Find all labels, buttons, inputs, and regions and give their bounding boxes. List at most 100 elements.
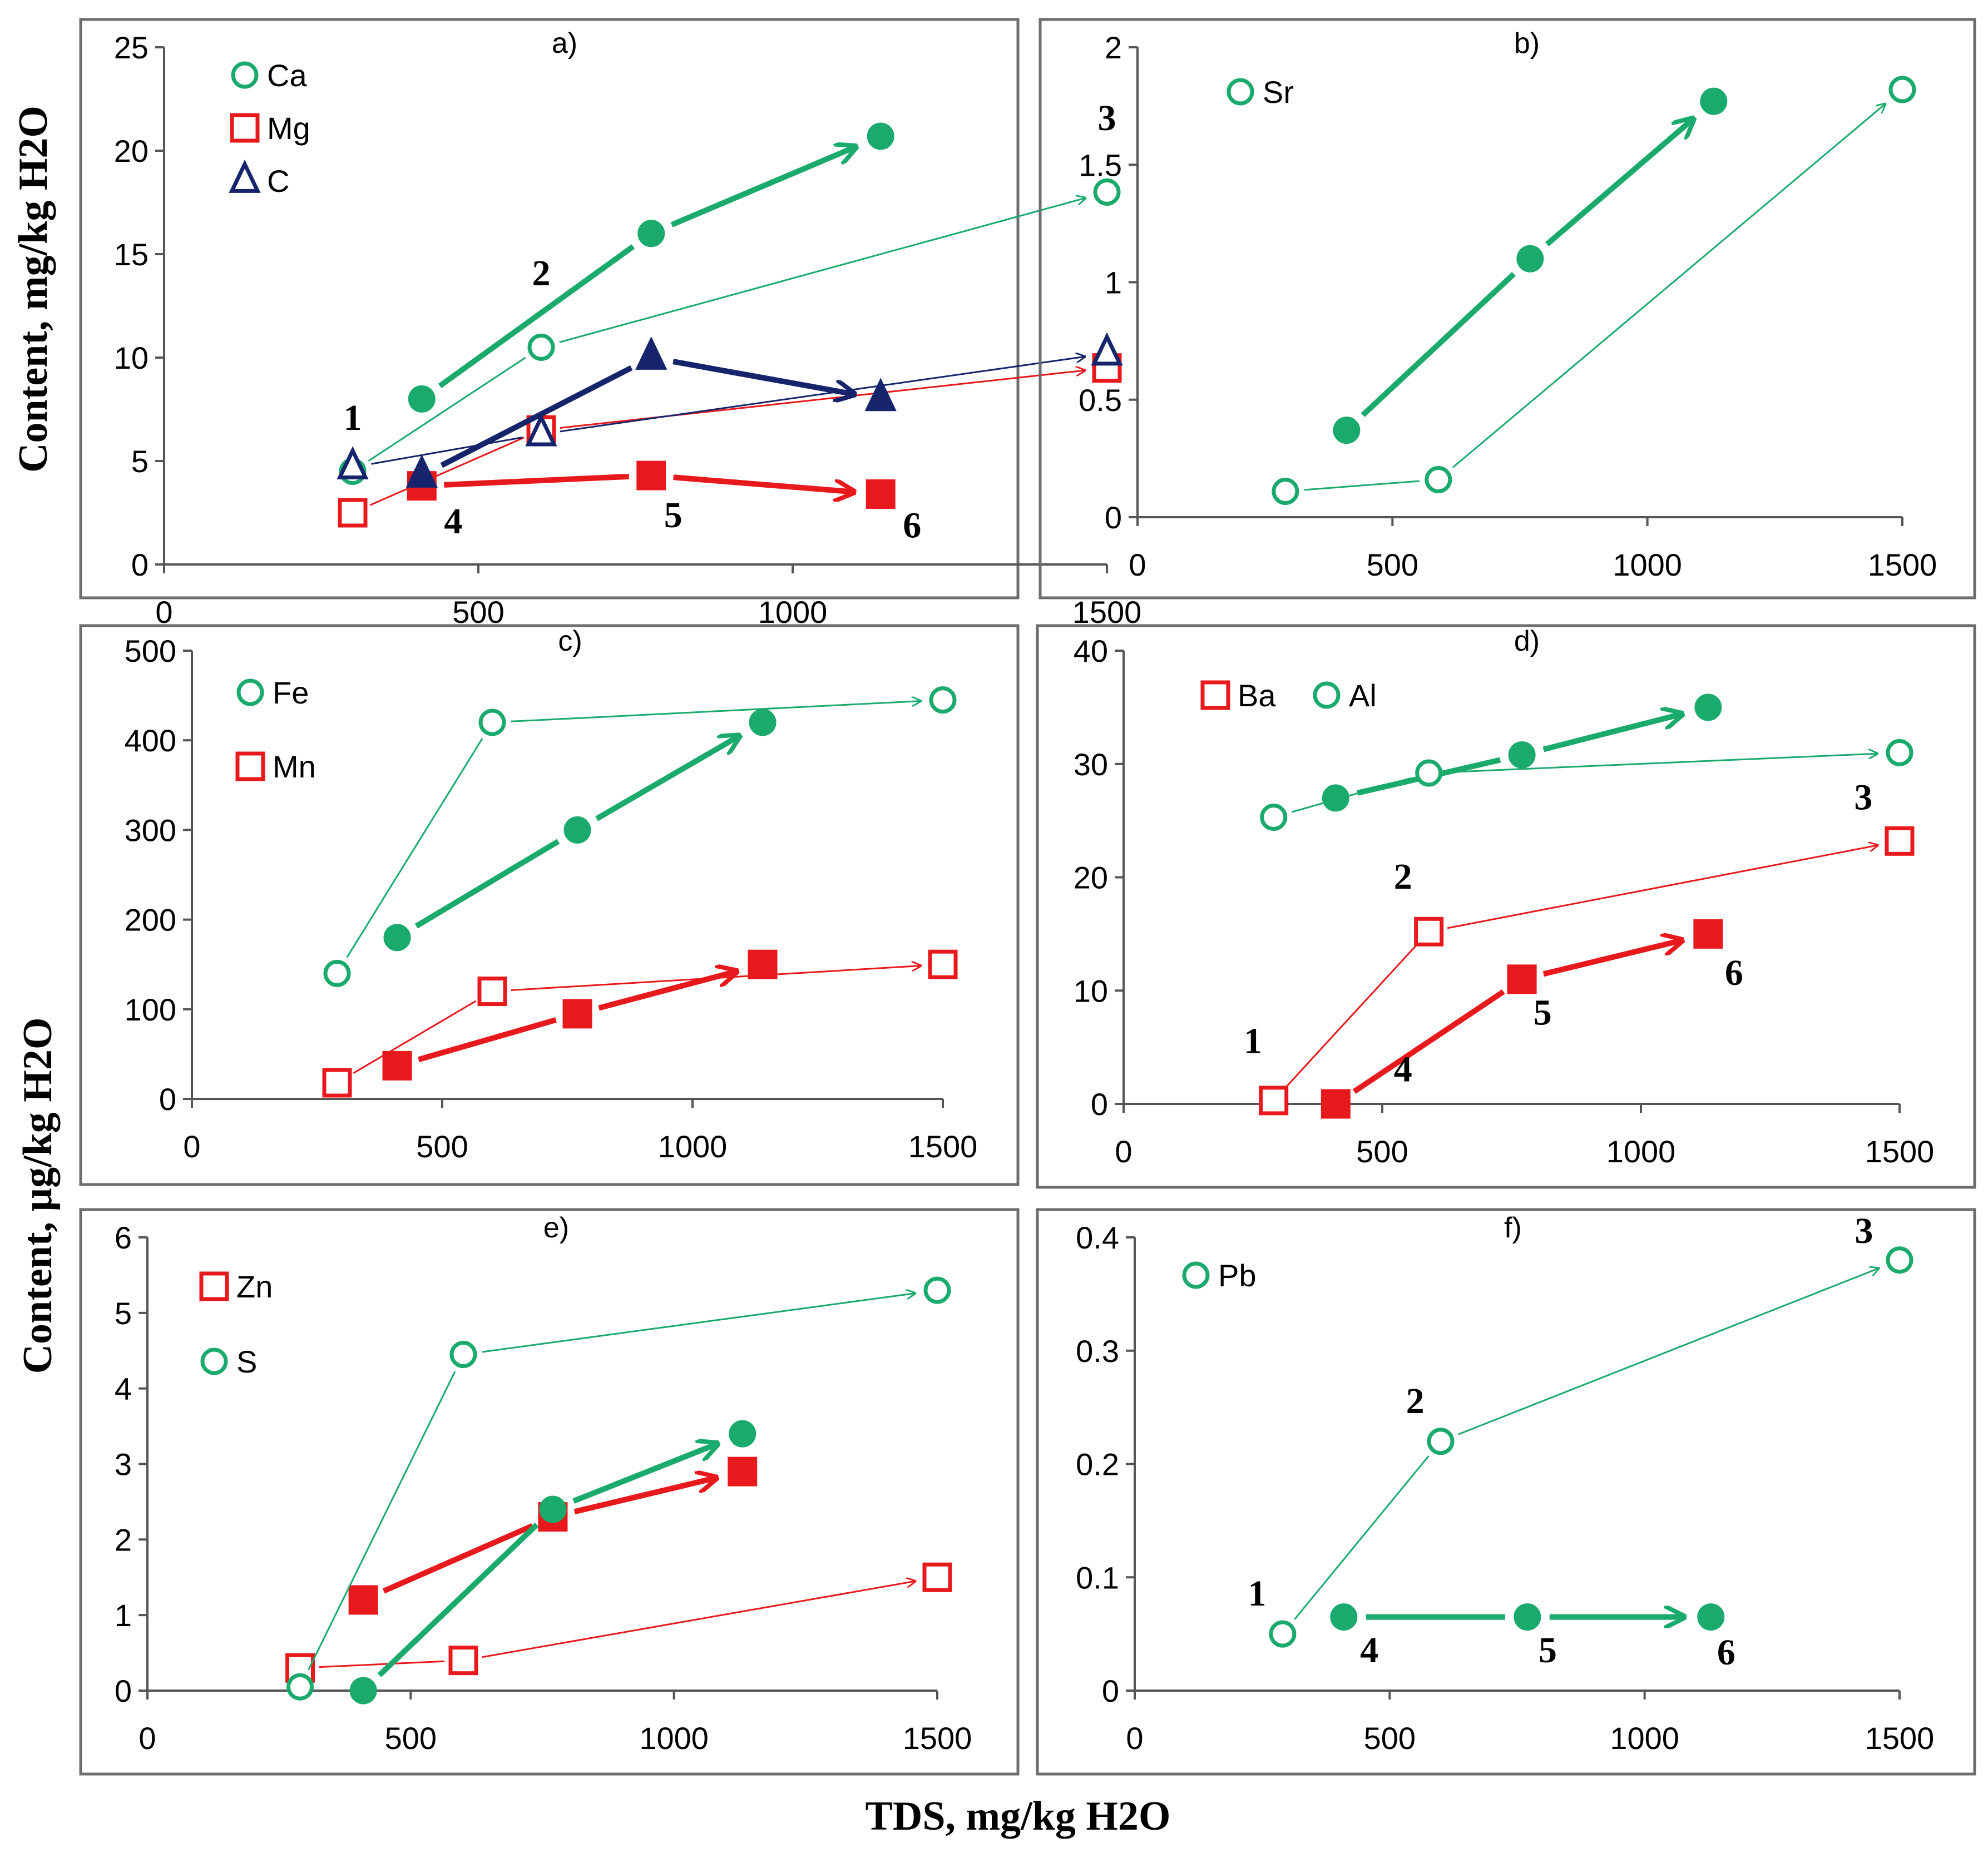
zn-point <box>728 1456 758 1487</box>
x-tick-label: 0 <box>1115 1134 1132 1169</box>
chart-f: 0 0.1 0.2 0.3 0.4 0 500 1000 1500 f) Pb 1 2 3 4 5 6 <box>1036 1208 1976 1776</box>
fe-point <box>383 924 411 952</box>
y-tick-label: 0 <box>1105 500 1122 535</box>
trend-line-bold <box>438 244 635 389</box>
trend-line-bold <box>673 474 854 492</box>
pb-point <box>1886 1246 1913 1274</box>
y-tick-label: 5 <box>131 444 149 479</box>
y-tick-label: 200 <box>125 903 176 938</box>
x-tick-label: 500 <box>452 594 504 630</box>
trend-line-bold <box>573 1478 716 1515</box>
chart-title: f) <box>1504 1212 1522 1244</box>
c-point <box>864 378 897 412</box>
ca-point <box>867 122 894 150</box>
mn-point <box>477 977 507 1007</box>
point-number-label: 3 <box>1854 777 1872 818</box>
chart-title: c) <box>558 625 582 657</box>
legend-label: Ca <box>267 58 307 93</box>
panel-border <box>79 624 1020 1186</box>
s-point <box>729 1420 756 1448</box>
legend-entry-fe: Fe <box>236 675 309 710</box>
ba-point <box>1507 964 1537 994</box>
point-number-label: 4 <box>444 501 462 542</box>
fe-point <box>929 686 957 714</box>
trend-line-thin <box>353 1000 477 1074</box>
legend-marker <box>229 159 261 193</box>
x-tick-label: 500 <box>1356 1134 1408 1169</box>
ba-point <box>1693 919 1723 949</box>
point-number-label: 5 <box>1534 992 1552 1033</box>
y-tick-label: 40 <box>1074 633 1108 668</box>
point-number-label: 6 <box>1717 1632 1735 1673</box>
y-tick-label: 10 <box>1074 973 1108 1008</box>
trend-line-bold <box>1361 271 1516 418</box>
trend-line-bold <box>672 359 854 394</box>
al-point <box>1508 741 1536 769</box>
fe-point <box>563 816 591 844</box>
y-tick-label: 0.2 <box>1076 1447 1119 1482</box>
legend-label: Al <box>1349 678 1377 713</box>
s-point <box>539 1495 567 1523</box>
trend-line-bold <box>382 1523 534 1594</box>
pb-point <box>1427 1428 1455 1455</box>
legend-label: S <box>236 1344 257 1379</box>
zn-point <box>922 1562 952 1592</box>
y-tick-label: 6 <box>115 1220 132 1255</box>
y-tick-label: 500 <box>125 633 176 668</box>
sr-point <box>1700 87 1728 115</box>
trend-line-thin <box>560 370 1085 429</box>
y-tick-label: 0.1 <box>1076 1560 1119 1595</box>
x-tick-label: 1000 <box>758 594 828 630</box>
legend-marker <box>235 751 265 781</box>
legend-marker <box>230 113 260 143</box>
point-number-label: 2 <box>1394 856 1412 897</box>
legend-marker <box>231 61 259 89</box>
legend-entry-mg: Mg <box>230 111 310 146</box>
trend-line-thin <box>346 738 483 958</box>
al-point <box>1415 759 1443 787</box>
legend-label: Fe <box>273 675 309 710</box>
pb-point <box>1330 1603 1358 1631</box>
pb-point <box>1514 1603 1541 1631</box>
x-tick-label: 1500 <box>908 1129 978 1164</box>
y-tick-label: 1 <box>115 1598 132 1633</box>
trend-line-bold <box>418 1017 557 1063</box>
y-tick-label: 0.5 <box>1079 383 1122 418</box>
zn-point <box>348 1585 378 1615</box>
legend-label: Sr <box>1263 75 1294 110</box>
ca-point <box>408 385 436 413</box>
x-tick-label: 1000 <box>1613 547 1682 582</box>
trend-line-thin <box>369 437 525 506</box>
sr-point <box>1425 465 1452 493</box>
x-tick-label: 500 <box>416 1129 468 1164</box>
y-tick-label: 25 <box>114 30 149 65</box>
legend-label: C <box>267 164 289 199</box>
chart-title: d) <box>1514 625 1540 657</box>
ca-point <box>527 333 555 361</box>
point-number-label: 4 <box>1394 1049 1412 1089</box>
legend-entry-zn: Zn <box>199 1269 273 1304</box>
trend-line-thin <box>482 1293 916 1353</box>
ba-point <box>1414 916 1444 947</box>
al-point <box>1260 804 1288 831</box>
point-number-label: 1 <box>1244 1020 1262 1061</box>
trend-line-bold <box>414 839 560 929</box>
point-number-label: 3 <box>1098 98 1116 138</box>
y-tick-label: 400 <box>125 723 176 758</box>
legend-marker <box>199 1271 229 1301</box>
trend-line-thin <box>1304 480 1420 491</box>
x-tick-label: 0 <box>155 594 172 630</box>
mn-point <box>322 1068 352 1098</box>
y-tick-label: 0 <box>1091 1087 1108 1122</box>
mn-point <box>748 949 778 979</box>
x-tick-label: 1500 <box>1072 594 1142 630</box>
legend-label: Ba <box>1238 678 1276 713</box>
s-point <box>449 1341 477 1369</box>
y-tick-label: 0.3 <box>1076 1334 1119 1369</box>
c-point <box>337 446 369 480</box>
y-tick-label: 1 <box>1105 265 1122 300</box>
mn-point <box>928 949 958 979</box>
xlabel: TDS, mg/kg H2O <box>866 1793 1171 1839</box>
